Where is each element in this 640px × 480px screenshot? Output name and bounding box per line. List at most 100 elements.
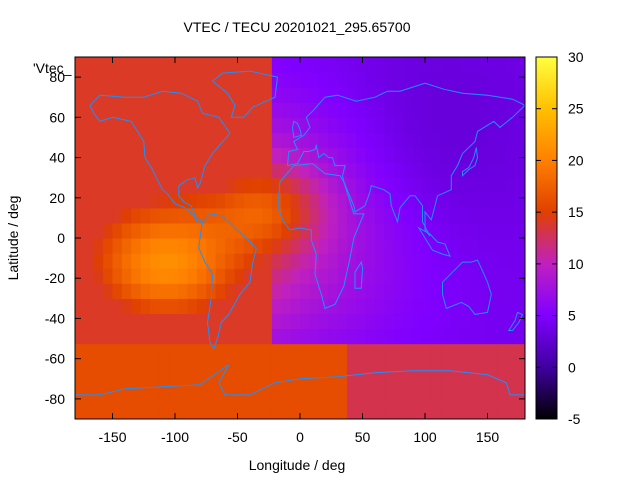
heatmap-cell: [356, 162, 367, 179]
heatmap-cell: [140, 207, 151, 224]
heatmap-cell: [384, 328, 395, 345]
heatmap-cell: [112, 87, 123, 103]
heatmap-cell: [346, 373, 357, 390]
heatmap-cell: [225, 283, 235, 299]
heatmap-cell: [253, 177, 264, 194]
heatmap-cell: [440, 253, 451, 269]
heatmap-cell: [187, 57, 198, 73]
heatmap-cell: [225, 177, 235, 194]
heatmap-cell: [356, 358, 367, 375]
heatmap-cell: [290, 192, 301, 209]
heatmap-cell: [365, 207, 376, 224]
heatmap-cell: [300, 147, 310, 164]
heatmap-cell: [346, 388, 357, 405]
heatmap-cell: [487, 57, 498, 73]
heatmap-cell: [271, 57, 282, 73]
heatmap-cell: [375, 343, 385, 360]
heatmap-cell: [309, 403, 320, 419]
heatmap-cell: [196, 162, 207, 179]
heatmap-cell: [178, 57, 189, 73]
coast-africa: [278, 163, 365, 310]
heatmap-cell: [234, 162, 245, 179]
heatmap-cell: [318, 268, 329, 284]
heatmap-cell: [187, 132, 198, 149]
heatmap-cell: [412, 283, 423, 299]
heatmap-cell: [187, 177, 198, 194]
heatmap-cell: [206, 117, 217, 134]
heatmap-cell: [300, 72, 310, 88]
heatmap-cell: [468, 283, 479, 299]
heatmap-cell: [281, 373, 292, 390]
heatmap-cell: [403, 403, 414, 419]
heatmap-cell: [281, 222, 292, 239]
heatmap-cell: [93, 72, 104, 88]
heatmap-cell: [440, 192, 451, 209]
heatmap-cell: [93, 298, 104, 315]
heatmap-cell: [440, 283, 451, 299]
heatmap-cell: [206, 268, 217, 284]
heatmap-cell: [271, 253, 282, 269]
heatmap-cell: [253, 328, 264, 345]
heatmap-cell: [328, 222, 339, 239]
heatmap-cell: [515, 403, 525, 419]
heatmap-cell: [271, 373, 282, 390]
heatmap-cell: [253, 162, 264, 179]
heatmap-cell: [384, 283, 395, 299]
heatmap-cell: [159, 358, 170, 375]
heatmap-cell: [346, 162, 357, 179]
heatmap-cell: [178, 283, 189, 299]
heatmap-cell: [187, 87, 198, 103]
heatmap-cell: [450, 147, 460, 164]
heatmap-cell: [215, 102, 226, 118]
heatmap-cell: [450, 192, 460, 209]
heatmap-cell: [225, 388, 235, 405]
heatmap-cell: [356, 192, 367, 209]
heatmap-cell: [121, 283, 132, 299]
heatmap-cell: [140, 222, 151, 239]
heatmap-cell: [412, 313, 423, 330]
heatmap-cell: [337, 192, 348, 209]
heatmap-cell: [187, 222, 198, 239]
heatmap-cell: [421, 268, 432, 284]
heatmap-cell: [412, 117, 423, 134]
heatmap-cell: [112, 298, 123, 315]
heatmap-cell: [450, 132, 460, 149]
heatmap-cell: [346, 177, 357, 194]
heatmap-cell: [356, 388, 367, 405]
y-tick-label: 20: [49, 190, 65, 206]
heatmap-cell: [309, 343, 320, 360]
heatmap-cell: [168, 403, 179, 419]
heatmap-cell: [112, 222, 123, 239]
heatmap-cell: [450, 177, 460, 194]
heatmap-cell: [515, 192, 525, 209]
heatmap-cell: [365, 132, 376, 149]
heatmap-cell: [440, 177, 451, 194]
heatmap-cell: [131, 313, 142, 330]
heatmap-cell: [243, 343, 254, 360]
heatmap-cell: [271, 238, 282, 254]
heatmap-cell: [309, 222, 320, 239]
heatmap-cell: [478, 373, 489, 390]
heatmap-cell: [290, 343, 301, 360]
heatmap-cell: [196, 313, 207, 330]
heatmap-cell: [121, 343, 132, 360]
heatmap-cell: [478, 147, 489, 164]
colorbar-tick-label: -5: [568, 411, 581, 427]
heatmap-cell: [356, 328, 367, 345]
heatmap-cell: [375, 57, 385, 73]
heatmap-cell: [487, 328, 498, 345]
heatmap-cell: [281, 147, 292, 164]
heatmap-cell: [243, 117, 254, 134]
heatmap-cell: [393, 238, 404, 254]
x-axis-ticks: -150 -100 -50 0 50 100 150: [98, 57, 499, 445]
heatmap-cell: [159, 268, 170, 284]
heatmap-cell: [431, 238, 442, 254]
heatmap-cell: [515, 177, 525, 194]
heatmap-cell: [506, 253, 517, 269]
heatmap-cell: [403, 328, 414, 345]
heatmap-cell: [140, 403, 151, 419]
heatmap-cell: [393, 388, 404, 405]
heatmap-cell: [365, 57, 376, 73]
heatmap-cell: [412, 222, 423, 239]
heatmap-cell: [121, 72, 132, 88]
